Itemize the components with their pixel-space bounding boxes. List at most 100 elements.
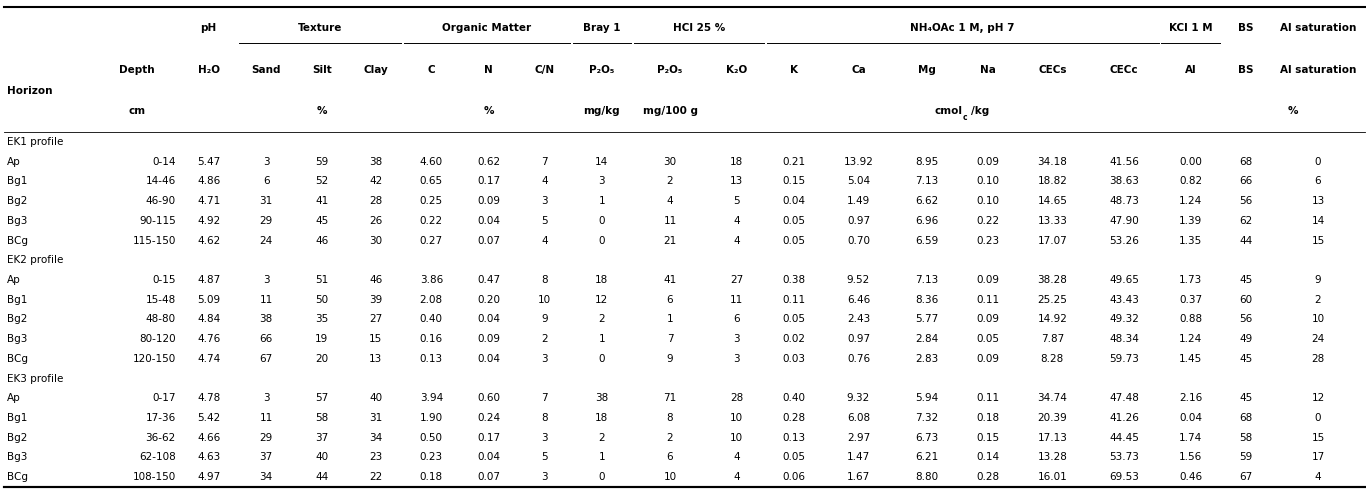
Text: %: % <box>484 106 494 116</box>
Text: 13.28: 13.28 <box>1037 453 1067 462</box>
Text: 15: 15 <box>1311 433 1325 443</box>
Text: 29: 29 <box>260 433 273 443</box>
Text: 4.74: 4.74 <box>197 354 220 364</box>
Text: 27: 27 <box>729 275 743 285</box>
Text: 19: 19 <box>316 334 328 344</box>
Text: 0.15: 0.15 <box>783 177 806 186</box>
Text: 66: 66 <box>1239 177 1253 186</box>
Text: 0.21: 0.21 <box>783 156 806 167</box>
Text: 108-150: 108-150 <box>133 472 176 482</box>
Text: 68: 68 <box>1239 156 1253 167</box>
Text: 45: 45 <box>1239 354 1253 364</box>
Text: 0.88: 0.88 <box>1179 314 1202 324</box>
Text: 0.76: 0.76 <box>847 354 870 364</box>
Text: Al: Al <box>1184 65 1197 75</box>
Text: 40: 40 <box>369 393 382 403</box>
Text: 62: 62 <box>1239 216 1253 226</box>
Text: 0.07: 0.07 <box>477 472 500 482</box>
Text: 7.13: 7.13 <box>915 275 938 285</box>
Text: 90-115: 90-115 <box>139 216 176 226</box>
Text: 6.62: 6.62 <box>915 196 938 206</box>
Text: 14.92: 14.92 <box>1037 314 1067 324</box>
Text: Bg2: Bg2 <box>7 196 27 206</box>
Text: 4: 4 <box>541 236 548 246</box>
Text: 1.74: 1.74 <box>1179 433 1202 443</box>
Text: K: K <box>790 65 798 75</box>
Text: 0.03: 0.03 <box>783 354 806 364</box>
Text: 0.40: 0.40 <box>783 393 806 403</box>
Text: 48-80: 48-80 <box>146 314 176 324</box>
Text: 0.17: 0.17 <box>477 433 500 443</box>
Text: EK1 profile: EK1 profile <box>7 137 63 147</box>
Text: 31: 31 <box>369 413 382 423</box>
Text: 17-36: 17-36 <box>146 413 176 423</box>
Text: 17.13: 17.13 <box>1037 433 1067 443</box>
Text: 13: 13 <box>369 354 382 364</box>
Text: cmol: cmol <box>934 106 963 116</box>
Text: 69.53: 69.53 <box>1109 472 1139 482</box>
Text: 4: 4 <box>667 196 673 206</box>
Text: 0.05: 0.05 <box>783 236 806 246</box>
Text: 56: 56 <box>1239 314 1253 324</box>
Text: 45: 45 <box>1239 393 1253 403</box>
Text: 3: 3 <box>262 156 269 167</box>
Text: 53.73: 53.73 <box>1109 453 1139 462</box>
Text: 4.84: 4.84 <box>197 314 220 324</box>
Text: 20: 20 <box>316 354 328 364</box>
Text: 0.28: 0.28 <box>783 413 806 423</box>
Text: 27: 27 <box>369 314 382 324</box>
Text: 26: 26 <box>369 216 382 226</box>
Text: P₂O₅: P₂O₅ <box>657 65 683 75</box>
Text: 0-17: 0-17 <box>153 393 176 403</box>
Text: 6.08: 6.08 <box>847 413 870 423</box>
Text: 0.04: 0.04 <box>477 216 500 226</box>
Text: 18: 18 <box>729 156 743 167</box>
Text: Al saturation: Al saturation <box>1280 23 1356 33</box>
Text: 9: 9 <box>541 314 548 324</box>
Text: 8.36: 8.36 <box>915 295 938 305</box>
Text: 0: 0 <box>598 236 605 246</box>
Text: 5.04: 5.04 <box>847 177 870 186</box>
Text: 3: 3 <box>541 472 548 482</box>
Text: 1.47: 1.47 <box>847 453 870 462</box>
Text: 38: 38 <box>369 156 382 167</box>
Text: 30: 30 <box>369 236 382 246</box>
Text: Clay: Clay <box>363 65 388 75</box>
Text: 4.87: 4.87 <box>197 275 220 285</box>
Text: pH: pH <box>201 23 217 33</box>
Text: 31: 31 <box>260 196 273 206</box>
Text: 8.95: 8.95 <box>915 156 938 167</box>
Text: 0.15: 0.15 <box>977 433 1000 443</box>
Text: 0.00: 0.00 <box>1179 156 1202 167</box>
Text: 24: 24 <box>260 236 273 246</box>
Text: 18.82: 18.82 <box>1037 177 1067 186</box>
Text: 1.73: 1.73 <box>1179 275 1202 285</box>
Text: 9: 9 <box>667 354 673 364</box>
Text: 6: 6 <box>667 453 673 462</box>
Text: 37: 37 <box>260 453 273 462</box>
Text: 12: 12 <box>1311 393 1325 403</box>
Text: 5: 5 <box>541 216 548 226</box>
Text: 18: 18 <box>596 413 608 423</box>
Text: 5.09: 5.09 <box>197 295 220 305</box>
Text: 4: 4 <box>1314 472 1321 482</box>
Text: 1.45: 1.45 <box>1179 354 1202 364</box>
Text: EK3 profile: EK3 profile <box>7 373 63 384</box>
Text: 46: 46 <box>316 236 328 246</box>
Text: Bg2: Bg2 <box>7 314 27 324</box>
Text: 49.65: 49.65 <box>1109 275 1139 285</box>
Text: 2: 2 <box>667 433 673 443</box>
Text: 67: 67 <box>260 354 273 364</box>
Text: 38.28: 38.28 <box>1037 275 1067 285</box>
Text: 0.11: 0.11 <box>977 295 1000 305</box>
Text: 0.47: 0.47 <box>477 275 500 285</box>
Text: 8.80: 8.80 <box>915 472 938 482</box>
Text: 0.17: 0.17 <box>477 177 500 186</box>
Text: K₂O: K₂O <box>725 65 747 75</box>
Text: Bg3: Bg3 <box>7 334 27 344</box>
Text: 3: 3 <box>541 433 548 443</box>
Text: 0.04: 0.04 <box>477 354 500 364</box>
Text: Horizon: Horizon <box>7 86 52 95</box>
Text: 17: 17 <box>1311 453 1325 462</box>
Text: 2: 2 <box>1314 295 1321 305</box>
